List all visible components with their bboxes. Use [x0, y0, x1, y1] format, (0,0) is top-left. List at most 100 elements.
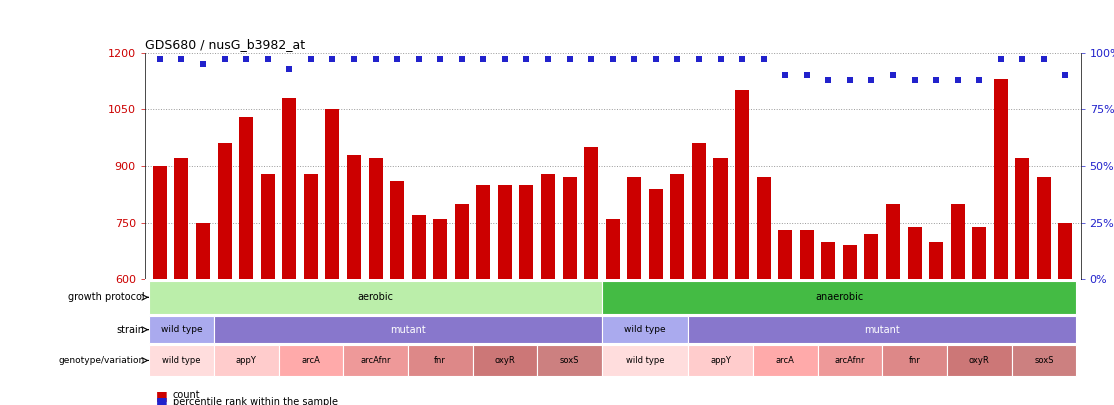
Bar — [541, 174, 555, 279]
Bar — [346, 155, 361, 279]
Bar — [886, 204, 900, 279]
Point — [237, 56, 255, 63]
FancyBboxPatch shape — [882, 345, 947, 376]
Text: wild type: wild type — [160, 325, 203, 334]
Point — [173, 56, 190, 63]
Point — [690, 56, 707, 63]
Point — [927, 77, 945, 83]
Text: arcAfnr: arcAfnr — [360, 356, 391, 365]
Text: oxyR: oxyR — [495, 356, 516, 365]
Point — [518, 56, 536, 63]
Bar — [973, 226, 986, 279]
Point — [668, 56, 686, 63]
Point — [1014, 56, 1032, 63]
Bar — [908, 226, 921, 279]
Bar — [606, 219, 619, 279]
FancyBboxPatch shape — [688, 345, 753, 376]
Bar — [433, 219, 447, 279]
Text: count: count — [173, 390, 201, 400]
Bar — [1037, 177, 1051, 279]
Text: wild type: wild type — [626, 356, 664, 365]
Point — [906, 77, 924, 83]
Bar — [735, 90, 749, 279]
Point — [798, 72, 815, 79]
Bar — [1058, 223, 1073, 279]
FancyBboxPatch shape — [602, 281, 1076, 314]
Text: strain: strain — [116, 325, 145, 335]
FancyBboxPatch shape — [753, 345, 818, 376]
Point — [583, 56, 600, 63]
Text: wild type: wild type — [163, 356, 201, 365]
Point — [281, 65, 299, 72]
Text: wild type: wild type — [624, 325, 666, 334]
Point — [367, 56, 384, 63]
Bar — [563, 177, 577, 279]
Text: mutant: mutant — [390, 325, 426, 335]
Bar — [929, 242, 944, 279]
Point — [625, 56, 643, 63]
Point — [258, 56, 276, 63]
FancyBboxPatch shape — [149, 316, 214, 343]
Bar — [692, 143, 706, 279]
Bar — [412, 215, 426, 279]
Bar — [779, 230, 792, 279]
Bar — [175, 158, 188, 279]
Point — [841, 77, 859, 83]
Bar — [843, 245, 857, 279]
Point — [388, 56, 405, 63]
Bar — [519, 185, 534, 279]
Point — [991, 56, 1009, 63]
FancyBboxPatch shape — [214, 316, 602, 343]
Bar — [821, 242, 836, 279]
Text: fnr: fnr — [909, 356, 920, 365]
Text: percentile rank within the sample: percentile rank within the sample — [173, 397, 338, 405]
Text: soxS: soxS — [560, 356, 579, 365]
Bar — [217, 143, 232, 279]
Bar — [713, 158, 727, 279]
Bar — [800, 230, 813, 279]
Point — [712, 56, 730, 63]
FancyBboxPatch shape — [818, 345, 882, 376]
FancyBboxPatch shape — [278, 345, 343, 376]
Bar — [240, 117, 253, 279]
FancyBboxPatch shape — [1012, 345, 1076, 376]
Bar — [325, 109, 340, 279]
Text: ■: ■ — [156, 395, 168, 405]
Point — [949, 77, 967, 83]
Text: oxyR: oxyR — [969, 356, 989, 365]
Point — [560, 56, 578, 63]
Text: GDS680 / nusG_b3982_at: GDS680 / nusG_b3982_at — [145, 38, 305, 51]
Bar — [648, 189, 663, 279]
FancyBboxPatch shape — [537, 345, 602, 376]
Text: soxS: soxS — [1034, 356, 1054, 365]
Text: ■: ■ — [156, 389, 168, 402]
FancyBboxPatch shape — [688, 316, 1076, 343]
Bar — [196, 223, 211, 279]
Point — [475, 56, 492, 63]
Point — [431, 56, 449, 63]
Point — [302, 56, 320, 63]
Bar — [261, 174, 275, 279]
Text: aerobic: aerobic — [358, 292, 393, 302]
Bar — [153, 166, 167, 279]
Point — [216, 56, 234, 63]
FancyBboxPatch shape — [602, 316, 688, 343]
Point — [647, 56, 665, 63]
Point — [345, 56, 363, 63]
Text: genotype/variation: genotype/variation — [58, 356, 145, 365]
Text: mutant: mutant — [864, 325, 900, 335]
Bar — [498, 185, 512, 279]
Text: anaerobic: anaerobic — [815, 292, 863, 302]
Bar — [1015, 158, 1029, 279]
Point — [453, 56, 471, 63]
Bar — [627, 177, 642, 279]
Point — [733, 56, 751, 63]
Bar — [671, 174, 684, 279]
Text: appY: appY — [236, 356, 256, 365]
Bar — [304, 174, 317, 279]
Bar — [369, 158, 382, 279]
Bar — [477, 185, 490, 279]
Text: growth protocol: growth protocol — [68, 292, 145, 302]
Text: fnr: fnr — [434, 356, 446, 365]
Point — [539, 56, 557, 63]
